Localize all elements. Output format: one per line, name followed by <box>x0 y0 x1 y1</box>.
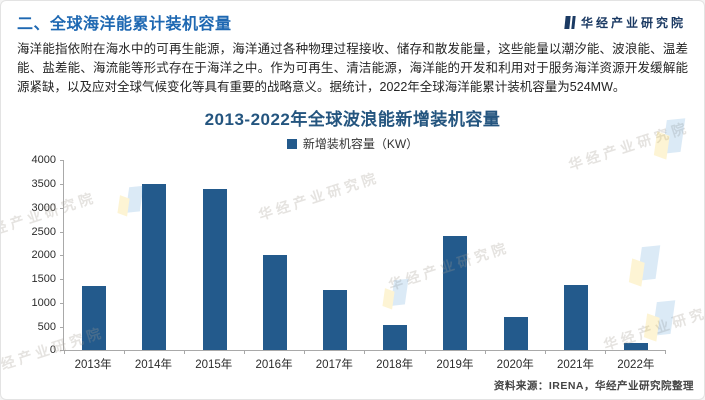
legend-label: 新增装机容量（KW） <box>302 137 419 152</box>
brand-logo: 华经产业研究院 <box>564 14 686 31</box>
bar-2016年 <box>262 255 287 351</box>
x-axis-label: 2020年 <box>496 359 534 372</box>
x-tick-mark <box>124 350 126 355</box>
y-tick-label: 0 <box>49 344 56 357</box>
bar-2014年 <box>142 184 167 351</box>
source-note: 资料来源：IRENA，华经产业研究院整理 <box>493 380 694 392</box>
y-tick-label: 2000 <box>31 249 56 262</box>
x-axis-label: 2022年 <box>617 359 655 372</box>
brand-name: 华经产业研究院 <box>580 15 686 30</box>
bar-slot <box>305 160 365 351</box>
intro-paragraph: 海洋能指依附在海水中的可再生能源，海洋通过各种物理过程接收、储存和散发能量，这些… <box>17 42 688 94</box>
y-tick-mark <box>60 302 64 304</box>
y-tick-mark <box>60 207 64 209</box>
y-tick-mark <box>60 231 64 233</box>
y-tick-label: 3500 <box>31 178 56 190</box>
x-axis-label: 2015年 <box>195 359 233 372</box>
bar-2022年 <box>623 342 648 351</box>
plot-area <box>60 160 666 355</box>
bar-2015年 <box>202 188 227 351</box>
bar-2018年 <box>383 325 408 351</box>
brand-logo-icon <box>564 15 576 29</box>
x-tick-mark <box>184 350 186 355</box>
y-tick-label: 3000 <box>31 201 56 214</box>
bar-2020年 <box>503 317 528 351</box>
page-title: 二、全球海洋能累计装机容量 <box>17 16 232 33</box>
y-tick-label: 2500 <box>31 225 56 238</box>
x-tick-mark <box>664 350 666 355</box>
y-tick-mark <box>60 255 64 257</box>
x-tick-mark <box>64 350 65 355</box>
bar-slot <box>64 160 124 351</box>
x-axis-label: 2021年 <box>556 359 595 372</box>
x-axis-label: 2016年 <box>255 359 293 372</box>
y-tick-mark <box>60 326 64 328</box>
y-tick-mark <box>60 350 64 352</box>
x-tick-mark <box>364 350 366 355</box>
x-axis-label: 2017年 <box>315 359 353 372</box>
bar-slot <box>425 160 485 351</box>
x-axis-ticks <box>64 350 666 355</box>
x-tick-mark <box>424 350 426 355</box>
header: 二、全球海洋能累计装机容量 华经产业研究院 <box>1 1 704 36</box>
x-tick-mark <box>304 350 306 355</box>
x-tick-mark <box>484 350 486 355</box>
chart-legend: 新增装机容量（KW） <box>1 135 704 152</box>
x-axis-label: 2018年 <box>376 359 414 372</box>
bar-2019年 <box>443 236 468 351</box>
x-tick-mark <box>244 350 246 355</box>
y-tick-mark <box>60 279 64 280</box>
y-axis: 4000 3500 3000 2500 2000 1500 1000 500 0 <box>21 154 63 356</box>
bar-2021年 <box>563 284 588 351</box>
bar-slot <box>184 160 244 351</box>
bar-slot <box>245 160 305 351</box>
bars-region <box>64 160 666 351</box>
bar-2017年 <box>322 289 347 351</box>
y-tick-label: 1000 <box>31 296 56 309</box>
legend-swatch <box>286 138 297 149</box>
x-axis-label: 2014年 <box>134 359 172 372</box>
x-axis-label: 2013年 <box>74 359 112 372</box>
x-tick-mark <box>544 350 546 355</box>
bar-slot <box>485 160 545 351</box>
x-axis-labels: 2013年 2014年 2015年 2016年 2017年 2018年 2019年 2020年… <box>63 356 666 372</box>
chart-title: 2013-2022年全球波浪能新增装机容量 <box>204 110 501 130</box>
bar-slot <box>124 160 184 351</box>
bar-2013年 <box>82 286 107 351</box>
x-tick-mark <box>604 350 606 355</box>
y-tick-mark <box>60 184 64 185</box>
y-tick-label: 4000 <box>31 154 56 167</box>
y-tick-label: 1500 <box>31 273 56 285</box>
y-tick-label: 500 <box>37 320 56 333</box>
bar-chart: 4000 3500 3000 2500 2000 1500 1000 500 0 <box>21 154 666 356</box>
bar-slot <box>365 160 425 351</box>
bar-slot <box>546 160 606 351</box>
bar-slot <box>606 160 666 351</box>
y-tick-mark <box>60 160 64 162</box>
x-axis-label: 2019年 <box>436 359 474 372</box>
